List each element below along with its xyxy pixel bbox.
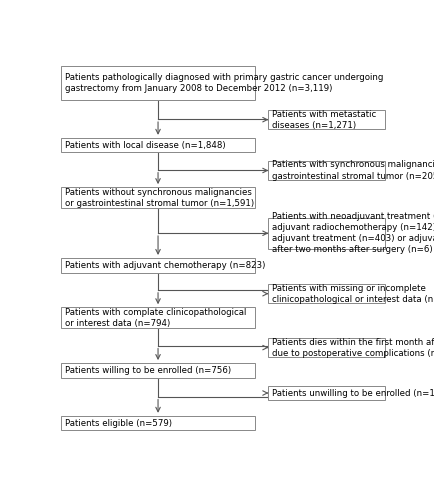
FancyBboxPatch shape [268, 110, 384, 130]
Text: Patients dies within the first month after surgery
due to postoperative complica: Patients dies within the first month aft… [272, 338, 434, 357]
FancyBboxPatch shape [61, 363, 254, 378]
FancyBboxPatch shape [61, 138, 254, 152]
Text: Patients with adjuvant chemotherapy (n=823): Patients with adjuvant chemotherapy (n=8… [65, 260, 265, 270]
Text: Patients with metastatic
diseases (n=1,271): Patients with metastatic diseases (n=1,2… [272, 110, 376, 130]
Text: Patients with missing or incomplete
clinicopathological or interest data (n=29): Patients with missing or incomplete clin… [272, 284, 434, 304]
Text: Patients willing to be enrolled (n=756): Patients willing to be enrolled (n=756) [65, 366, 231, 375]
Text: Patients unwilling to be enrolled (n=177): Patients unwilling to be enrolled (n=177… [272, 388, 434, 398]
FancyBboxPatch shape [268, 161, 384, 180]
Text: Patients eligible (n=579): Patients eligible (n=579) [65, 418, 172, 428]
FancyBboxPatch shape [268, 284, 384, 304]
FancyBboxPatch shape [61, 416, 254, 430]
Text: Patients pathologically diagnosed with primary gastric cancer undergoing
gastrec: Patients pathologically diagnosed with p… [65, 73, 383, 93]
FancyBboxPatch shape [268, 218, 384, 248]
Text: Patients with local disease (n=1,848): Patients with local disease (n=1,848) [65, 140, 225, 149]
Text: Patients with synchronous malignancies (n=52) or
gastrointestinal stromal tumor : Patients with synchronous malignancies (… [272, 160, 434, 180]
FancyBboxPatch shape [61, 187, 254, 208]
FancyBboxPatch shape [61, 66, 254, 100]
Text: Patients with complate clinicopathological
or interest data (n=794): Patients with complate clinicopathologic… [65, 308, 246, 328]
FancyBboxPatch shape [268, 386, 384, 400]
FancyBboxPatch shape [61, 307, 254, 328]
FancyBboxPatch shape [268, 338, 384, 357]
FancyBboxPatch shape [61, 258, 254, 272]
Text: Patients without synchronous malignancies
or gastrointestinal stromal tumor (n=1: Patients without synchronous malignancie… [65, 188, 254, 208]
Text: Patients with neoadjuvant treatment (n=217) or
adjuvant radiochemotherapy (n=142: Patients with neoadjuvant treatment (n=2… [272, 212, 434, 254]
